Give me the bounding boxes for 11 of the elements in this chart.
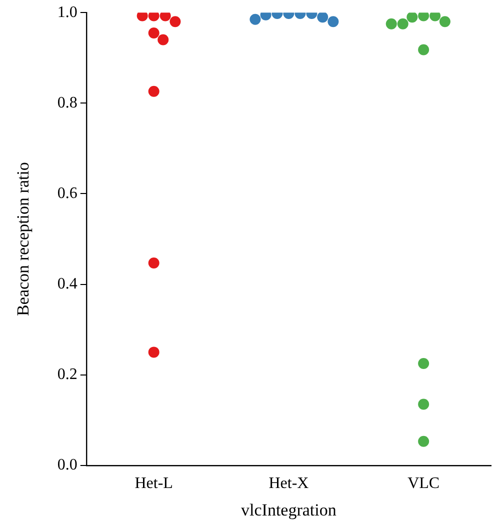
x-axis-title: vlcIntegration bbox=[241, 500, 337, 520]
x-tick-label: Het-L bbox=[134, 475, 173, 492]
x-tick-label: Het-X bbox=[268, 475, 310, 492]
y-tick-label: 0.4 bbox=[57, 275, 78, 292]
y-axis-title: Beacon reception ratio bbox=[14, 162, 33, 316]
y-tick-label: 1.0 bbox=[57, 4, 78, 21]
y-tick-label: 0.2 bbox=[57, 366, 78, 384]
x-tick-label: VLC bbox=[408, 475, 440, 492]
y-tick-label: 0.8 bbox=[57, 94, 78, 112]
y-tick-label: 0.6 bbox=[57, 184, 78, 202]
y-tick-label: 0.0 bbox=[57, 456, 78, 474]
